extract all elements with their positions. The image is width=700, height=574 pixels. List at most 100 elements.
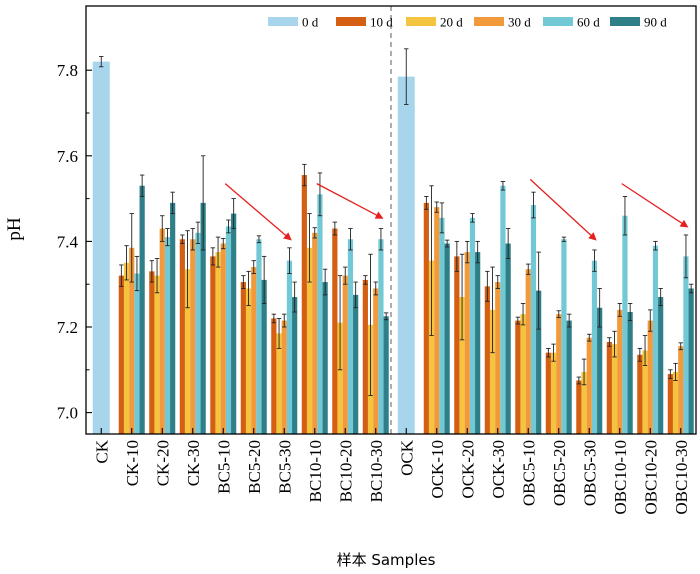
error-bar-bc5-20-30-d	[251, 260, 256, 274]
bar-ck-20-90-d	[170, 202, 176, 434]
bar-ock-20-10-d	[454, 256, 460, 434]
error-bar-ck-20-20-d	[154, 258, 160, 294]
bar-obc10-10-10-d	[606, 341, 612, 434]
bar-ock-30-10-d	[484, 286, 490, 434]
bar-obc10-30-60-d	[683, 256, 689, 434]
bar-obc5-20-10-d	[545, 352, 551, 434]
legend-swatch-0-d	[268, 17, 298, 26]
trend-arrow-obc5-10-to-obc5-30	[529, 178, 597, 241]
bar-bc5-10-90-d	[231, 213, 237, 434]
bar-bc5-30-90-d	[292, 297, 298, 434]
x-tick-label-ck: CK	[92, 439, 111, 463]
error-bar-bc10-10-10-d	[302, 163, 307, 187]
error-bar-bc5-30-60-d	[287, 247, 292, 274]
x-tick-label-ck-20: CK-20	[153, 440, 172, 486]
error-bar-obc10-20-60-d	[653, 240, 658, 251]
bar-bc10-20-30-d	[342, 275, 348, 434]
error-bar-ock-30-60-d	[500, 181, 506, 191]
x-tick-label-ock-20: OCK-20	[458, 440, 477, 499]
error-bar-ck-0-d	[99, 56, 104, 68]
bar-ock-20-20-d	[459, 297, 465, 434]
error-bar-obc10-10-30-d	[617, 303, 622, 317]
error-bar-bc5-10-30-d	[221, 237, 226, 250]
x-tick-label-ock-10: OCK-10	[428, 440, 447, 499]
error-bar-bc5-20-60-d	[256, 235, 262, 244]
bar-ock-10-90-d	[444, 243, 450, 434]
x-tick-label-bc5-10: BC5-10	[214, 440, 233, 494]
bar-obc5-30-30-d	[586, 337, 592, 434]
legend-label-0-d: 0 d	[302, 15, 319, 30]
bar-bc5-10-30-d	[220, 243, 226, 434]
error-bar-ock-30-10-d	[485, 270, 490, 302]
legend-label-60-d: 60 d	[577, 15, 600, 30]
bar-bc10-10-20-d	[306, 247, 313, 434]
bar-bc5-10-20-d	[215, 252, 221, 434]
error-bar-bc10-10-30-d	[312, 227, 317, 239]
error-bar-obc5-30-10-d	[576, 376, 582, 385]
error-bar-ock-20-30-d	[465, 240, 470, 264]
bar-ock-0-d	[397, 76, 415, 435]
bar-bc10-20-90-d	[353, 294, 359, 434]
axes-layer: 7.0 7.2 7.4 7.6 7.8 CK CK-10 CK-20 CK-30 BC5-10 BC…	[57, 61, 691, 514]
x-tick-label-obc10-30: OBC10-30	[672, 440, 691, 515]
error-bar-ck-30-10-d	[180, 234, 185, 244]
error-bar-obc10-20-20-d	[642, 335, 648, 366]
legend: 0 d 10 d 20 d 30 d 60 d 90 d	[268, 15, 667, 30]
error-bar-bc10-10-60-d	[317, 172, 323, 217]
bar-obc10-10-60-d	[622, 215, 628, 434]
bar-bc10-30-60-d	[378, 239, 384, 434]
legend-label-90-d: 90 d	[644, 15, 667, 30]
error-bar-obc10-10-20-d	[612, 330, 617, 358]
bar-obc5-30-20-d	[581, 371, 587, 434]
error-bar-ck-30-90-d	[200, 155, 206, 251]
error-bar-bc5-30-10-d	[271, 313, 277, 324]
error-bar-ock-30-30-d	[495, 275, 500, 289]
error-bar-bc10-30-20-d	[368, 253, 373, 396]
x-tick-label-obc5-10: OBC5-10	[519, 440, 538, 506]
bar-bc5-20-20-d	[245, 288, 252, 434]
x-tick-label-ock: OCK	[397, 439, 416, 476]
error-bar-ock-10-90-d	[444, 239, 450, 248]
annotations-layer	[224, 6, 689, 434]
x-tick-label-obc10-10: OBC10-10	[611, 440, 630, 515]
error-bar-bc5-30-90-d	[292, 281, 297, 313]
error-bar-obc10-20-10-d	[637, 347, 643, 362]
bar-bc5-30-20-d	[276, 333, 282, 434]
bar-ck-10-30-d	[129, 247, 135, 434]
bar-obc10-10-30-d	[617, 309, 623, 434]
error-bar-ock-20-60-d	[470, 213, 475, 223]
bar-bc10-30-90-d	[383, 316, 389, 434]
error-bar-obc5-20-30-d	[556, 310, 561, 319]
bar-ock-30-60-d	[500, 185, 506, 434]
error-bar-ock-30-20-d	[490, 266, 495, 354]
bar-ck-10-20-d	[123, 262, 130, 434]
x-tick-label-obc5-30: OBC5-30	[580, 440, 599, 506]
error-bar-ck-20-60-d	[165, 228, 170, 247]
bar-obc10-20-10-d	[637, 354, 643, 434]
error-bar-obc10-10-60-d	[622, 196, 628, 236]
bar-ock-20-30-d	[464, 252, 470, 434]
legend-label-20-d: 20 d	[440, 15, 463, 30]
error-bar-obc5-10-60-d	[531, 191, 536, 219]
error-bar-ck-20-10-d	[149, 260, 155, 283]
error-bar-obc5-30-30-d	[587, 333, 592, 342]
error-bar-obc5-30-90-d	[597, 288, 602, 328]
y-tick-label-7-4: 7.4	[57, 232, 79, 251]
plot-frame	[85, 5, 697, 435]
error-bar-ock-30-90-d	[505, 228, 511, 259]
error-bar-ck-10-30-d	[129, 213, 134, 283]
error-bar-ock-10-10-d	[424, 196, 429, 210]
error-bar-bc5-30-20-d	[276, 317, 282, 349]
bar-obc10-30-30-d	[678, 346, 684, 434]
bar-bc5-20-30-d	[251, 267, 257, 434]
error-bar-ock-10-20-d	[429, 185, 434, 337]
error-bar-bc10-10-20-d	[307, 213, 312, 283]
error-bar-obc5-20-10-d	[546, 347, 551, 358]
legend-label-30-d: 30 d	[508, 15, 531, 30]
error-bar-obc10-30-20-d	[673, 362, 678, 381]
error-bar-ck-10-10-d	[119, 264, 124, 287]
legend-label-10-d: 10 d	[370, 15, 393, 30]
error-bar-obc5-10-30-d	[526, 263, 531, 275]
error-bar-ock-10-30-d	[434, 201, 439, 213]
y-axis-label: pH	[4, 217, 25, 241]
